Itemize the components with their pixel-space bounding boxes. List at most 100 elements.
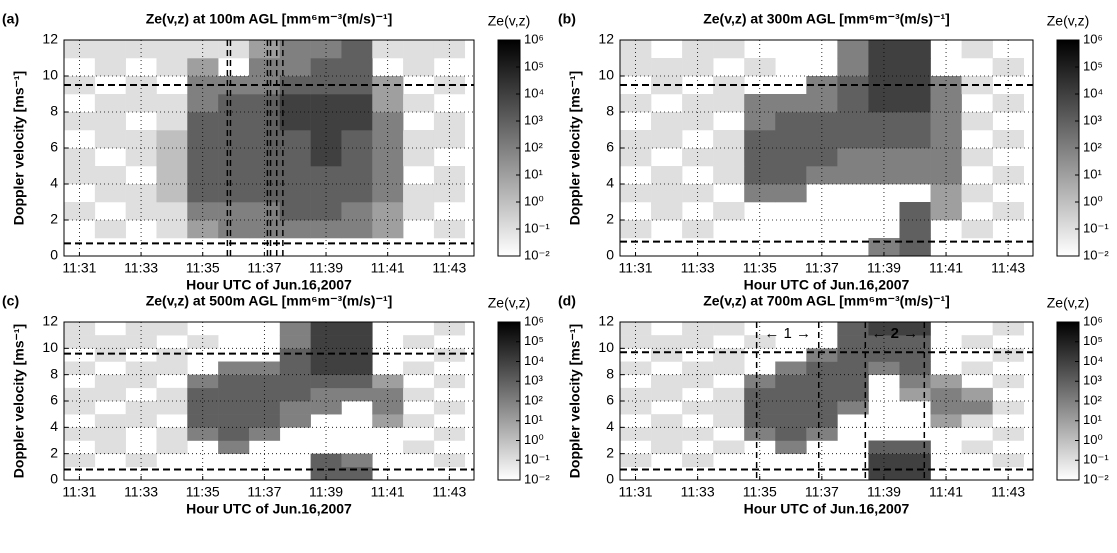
heatmap-cell [94, 184, 126, 203]
heatmap-cell [156, 220, 188, 239]
heatmap-cell [64, 112, 96, 131]
heatmap-cell [713, 401, 745, 415]
y-tick-label: 6 [606, 392, 614, 408]
heatmap-cell [620, 184, 652, 203]
heatmap-cell [403, 148, 435, 167]
colorbar-tick-label: 10¹ [1083, 166, 1102, 181]
heatmap-cell [433, 348, 466, 362]
heatmap-cell [279, 112, 311, 131]
heatmap-cell [310, 374, 342, 389]
x-tick-label: 11:31 [619, 484, 653, 500]
heatmap-cell [64, 401, 96, 415]
colorbar-title: Ze(v,z) [1047, 13, 1090, 29]
heatmap-cell [94, 130, 126, 149]
heatmap-cell [94, 166, 126, 185]
x-tick-label: 11:31 [62, 484, 96, 500]
heatmap-cell [775, 112, 807, 131]
heatmap-cell [961, 112, 993, 131]
heatmap-cell [899, 466, 931, 481]
heatmap-cell [682, 361, 714, 375]
heatmap-cell [156, 348, 188, 362]
heatmap-cell [682, 322, 714, 336]
heatmap-cell [187, 166, 219, 185]
heatmap-cell [713, 40, 745, 59]
heatmap-cell [899, 348, 931, 362]
x-tick-label: 11:39 [867, 260, 901, 276]
heatmap-cell [125, 130, 157, 149]
heatmap-cell [341, 361, 373, 375]
heatmap-cell [187, 148, 219, 167]
heatmap-cell [682, 335, 714, 349]
heatmap-cell [248, 374, 281, 389]
heatmap-cell [94, 112, 126, 131]
heatmap-cell [279, 401, 311, 415]
colorbar-tick-label: 10⁵ [1083, 58, 1103, 73]
heatmap-cell [156, 427, 188, 441]
chart-title: Ze(v,z) at 500m AGL [mm⁶m⁻³(m/s)⁻¹] [146, 293, 393, 309]
y-tick-label: 10 [598, 339, 614, 355]
heatmap-cell [64, 322, 96, 336]
heatmap-cell [744, 374, 776, 389]
heatmap-cell [806, 130, 838, 149]
heatmap-cell [620, 58, 652, 77]
heatmap-cell [125, 401, 157, 415]
heatmap-cell [899, 40, 931, 59]
heatmap-cell [125, 322, 157, 336]
colorbar-title: Ze(v,z) [488, 13, 531, 29]
heatmap-cell [156, 387, 188, 402]
heatmap-cell [961, 148, 993, 167]
heatmap-cell [837, 148, 869, 167]
heatmap-cell [372, 94, 404, 113]
colorbar-tick-label: 10⁻² [524, 247, 550, 262]
heatmap-cell [433, 374, 466, 389]
heatmap-cell [682, 401, 714, 415]
colorbar-tick-label: 10³ [524, 112, 543, 127]
heatmap-cell [651, 335, 683, 349]
heatmap-cell [248, 414, 281, 428]
heatmap-cell [992, 166, 1024, 185]
heatmap-cell [713, 76, 745, 95]
heatmap-cell [156, 361, 188, 375]
heatmap-cell [310, 76, 342, 95]
heatmap-cell [125, 374, 157, 389]
heatmap-cell [992, 58, 1024, 77]
chart-title: Ze(v,z) at 700m AGL [mm⁶m⁻³(m/s)⁻¹] [703, 293, 950, 309]
y-axis-label: Doppler velocity [ms⁻¹] [567, 324, 583, 478]
heatmap-cell [372, 374, 404, 389]
heatmap-cell [837, 40, 869, 59]
heatmap-cell [433, 184, 466, 203]
heatmap-cell [775, 148, 807, 167]
heatmap-cell [992, 322, 1024, 336]
heatmap-cell [930, 166, 962, 185]
x-tick-label: 11:43 [432, 484, 466, 500]
colorbar-title: Ze(v,z) [488, 295, 531, 311]
axes-frame [63, 321, 475, 481]
heatmap-cell [806, 166, 838, 185]
heatmap-cell [341, 166, 373, 185]
heatmap-cell [744, 130, 776, 149]
heatmap-cell [930, 374, 962, 389]
x-tick-label: 11:41 [371, 260, 405, 276]
heatmap-cell [620, 361, 652, 375]
heatmap-cell [744, 335, 776, 349]
heatmap-cell [156, 112, 188, 131]
heatmap-cell [651, 112, 683, 131]
heatmap-cell [187, 414, 219, 428]
heatmap-cell [775, 130, 807, 149]
heatmap-cell [651, 414, 683, 428]
heatmap-cell [775, 361, 807, 375]
y-tick-label: 12 [42, 31, 58, 47]
heatmap-cell [837, 94, 869, 113]
heatmap-cell [248, 130, 281, 149]
heatmap-cell [713, 322, 745, 336]
heatmap-cell [744, 94, 776, 113]
colorbar-tick-label: 10⁻² [1083, 247, 1109, 262]
heatmap-cell [187, 112, 219, 131]
x-tick-label: 11:39 [309, 260, 343, 276]
y-tick-label: 2 [606, 444, 614, 460]
heatmap-cell [372, 130, 404, 149]
x-tick-label: 11:39 [867, 484, 901, 500]
heatmap-cell [403, 414, 435, 428]
heatmap-cell [64, 202, 96, 221]
heatmap-cell [94, 440, 126, 454]
